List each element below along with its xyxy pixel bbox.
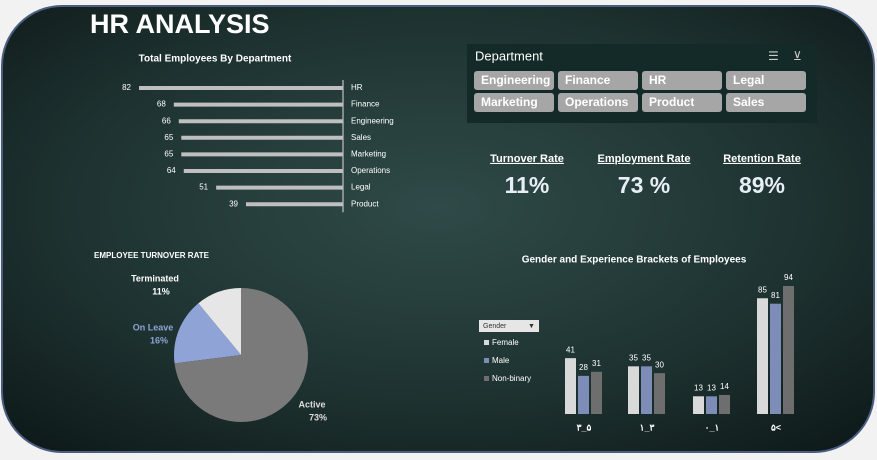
slicer-button[interactable] [474, 71, 554, 90]
chart-title: Gender and Experience Brackets of Employ… [522, 255, 747, 266]
dropdown-arrow[interactable]: ▼ [528, 323, 535, 330]
category-label: Legal [351, 183, 371, 192]
chart-title: EMPLOYEE TURNOVER RATE [94, 251, 210, 260]
slice-value: 16% [150, 335, 168, 345]
slicer-label: Sales [733, 95, 765, 109]
legend-swatch [484, 376, 489, 381]
category-label: Marketing [351, 150, 386, 159]
legend-swatch [484, 358, 489, 363]
category-label: ۵< [771, 422, 781, 432]
slicer-label: Marketing [481, 95, 538, 109]
kpi-label: Turnover Rate [490, 153, 564, 165]
slicer-button[interactable] [726, 71, 806, 90]
legend-swatch [484, 340, 489, 345]
data-label: 28 [579, 363, 588, 372]
title: HR ANALYSIS [90, 9, 270, 39]
data-label: 30 [655, 360, 664, 369]
data-label: 35 [629, 353, 638, 362]
kpi-value: 11% [505, 172, 550, 198]
slice-value: 73% [309, 412, 327, 422]
category-label: ۱_۳ [640, 422, 655, 432]
pie-slice [174, 303, 241, 364]
slice-label: On Leave [133, 322, 174, 332]
bar [770, 303, 781, 414]
bar [578, 375, 589, 414]
data-label: 82 [122, 83, 131, 92]
data-label: 65 [164, 150, 173, 159]
slicer-button[interactable] [474, 93, 554, 112]
category-label: ۳_۵ [577, 422, 592, 432]
legend-label: Non-binary [492, 374, 531, 383]
bar [693, 396, 704, 414]
data-label: 41 [566, 345, 575, 354]
data-label: 85 [758, 285, 767, 294]
kpi-label: Employment Rate [598, 153, 691, 165]
data-label: 13 [707, 383, 716, 392]
bar [783, 286, 794, 414]
legend-label: Female [492, 338, 519, 347]
slicer-label: HR [649, 73, 667, 87]
slicer-label: Product [649, 95, 694, 109]
multi-select-icon[interactable]: ☰ [768, 49, 779, 63]
bar [591, 371, 602, 414]
pie-slice [198, 288, 241, 355]
slicer-button[interactable] [726, 93, 806, 112]
data-label: 35 [642, 353, 651, 362]
bar [654, 373, 665, 414]
pie-slice [174, 287, 308, 422]
bar [706, 396, 717, 414]
data-label: 64 [167, 166, 176, 175]
data-label: 51 [199, 183, 208, 192]
bar [757, 298, 768, 414]
slicer-title: Department [475, 48, 543, 63]
data-label: 68 [157, 100, 166, 109]
data-label: 14 [720, 382, 729, 391]
category-label: Operations [351, 166, 390, 175]
data-label: 65 [164, 133, 173, 142]
bar [719, 394, 730, 414]
slicer-label: Engineering [481, 73, 550, 87]
category-label: Product [351, 199, 379, 208]
kpi-value: 89% [739, 172, 785, 198]
legend-title: Gender [483, 323, 507, 330]
data-label: 81 [771, 291, 780, 300]
data-label: 94 [784, 273, 793, 282]
data-label: 31 [592, 359, 601, 368]
category-label: Engineering [351, 116, 394, 125]
slicer-label: Legal [733, 73, 764, 87]
slicer-button[interactable] [642, 71, 722, 90]
slice-label: Active [298, 399, 325, 409]
bar [628, 366, 639, 414]
slicer-label: Operations [565, 95, 629, 109]
chart-title: Total Employees By Department [139, 54, 292, 65]
slicer-button[interactable] [558, 71, 638, 90]
data-label: 13 [694, 383, 703, 392]
legend-label: Male [492, 356, 510, 365]
data-label: 66 [162, 116, 171, 125]
legend-dropdown[interactable] [479, 320, 539, 332]
category-label: Finance [351, 100, 380, 109]
category-label: Sales [351, 133, 371, 142]
slicer-button[interactable] [642, 93, 722, 112]
bar [565, 358, 576, 414]
category-label: ۰_۱ [705, 422, 720, 432]
slice-value: 11% [152, 286, 170, 296]
category-label: HR [351, 83, 363, 92]
slice-label: Terminated [131, 273, 179, 283]
data-label: 39 [229, 199, 238, 208]
kpi-value: 73 % [618, 172, 670, 198]
slicer-label: Finance [565, 73, 611, 87]
bar [641, 366, 652, 414]
slicer-button[interactable] [558, 93, 638, 112]
kpi-label: Retention Rate [723, 153, 801, 165]
clear-filter-icon[interactable]: ⊻ [793, 49, 802, 63]
